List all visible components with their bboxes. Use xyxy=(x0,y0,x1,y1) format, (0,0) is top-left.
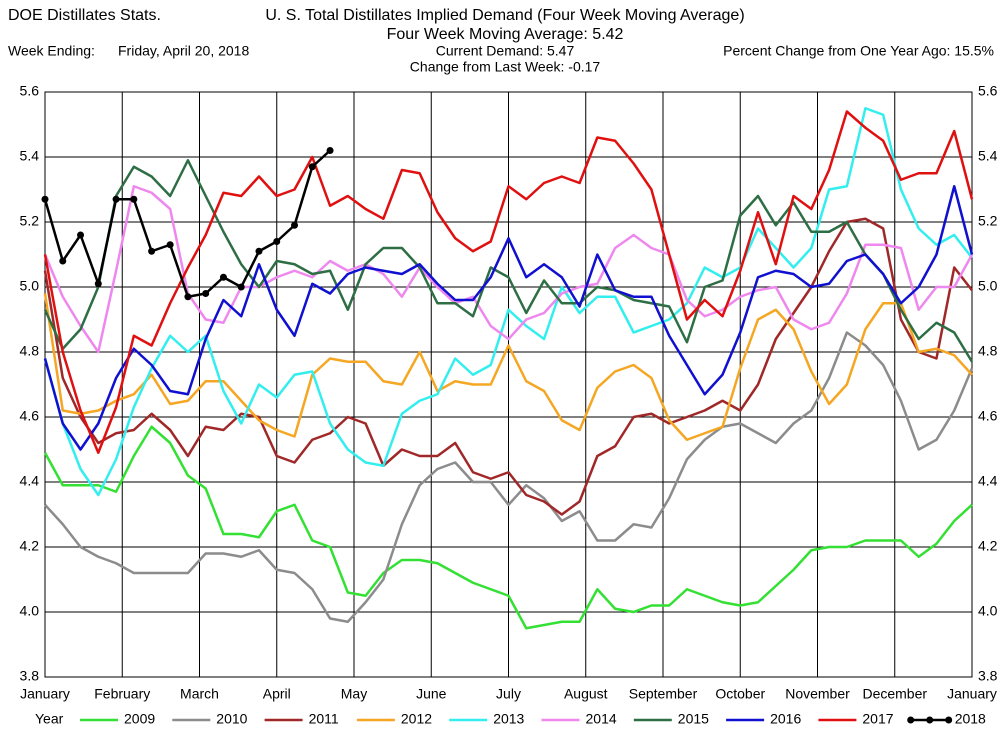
y2-tick-label: 4.2 xyxy=(978,538,998,554)
y-tick-label: 4.2 xyxy=(20,538,40,554)
y-tick-label: 4.8 xyxy=(20,343,40,359)
week-ending-label: Week Ending: xyxy=(8,43,95,59)
series-marker xyxy=(59,257,67,265)
legend-marker xyxy=(926,716,934,724)
y2-tick-label: 5.6 xyxy=(978,83,998,99)
x-tick-label: July xyxy=(496,686,521,702)
x-tick-label: January xyxy=(20,686,70,702)
series-marker xyxy=(94,280,102,288)
legend-label: 2015 xyxy=(678,711,709,727)
y2-tick-label: 5.2 xyxy=(978,213,998,229)
series-marker xyxy=(41,195,49,203)
series-line xyxy=(43,107,973,497)
chart-subtitle: Four Week Moving Average: 5.42 xyxy=(387,26,624,43)
series-marker xyxy=(273,238,281,245)
x-tick-label: April xyxy=(263,686,291,702)
series-line xyxy=(43,185,974,354)
y2-tick-label: 4.4 xyxy=(978,473,998,489)
source: DOE Distillates Stats. xyxy=(8,7,161,24)
legend-label: 2011 xyxy=(309,711,339,727)
series-line xyxy=(43,425,973,630)
x-tick-label: May xyxy=(341,686,367,702)
x-tick-label: January xyxy=(947,686,997,702)
week-ending: Friday, April 20, 2018 xyxy=(118,43,249,59)
series-marker xyxy=(308,163,316,171)
y2-tick-label: 3.8 xyxy=(978,668,998,684)
series-marker xyxy=(112,195,120,203)
y2-tick-label: 5.4 xyxy=(978,148,998,164)
series-line xyxy=(43,293,973,441)
x-tick-label: August xyxy=(564,686,608,702)
legend-label: 2010 xyxy=(216,711,247,727)
y-tick-label: 4.4 xyxy=(20,473,40,489)
y-tick-label: 5.0 xyxy=(20,278,40,294)
series-marker xyxy=(202,290,210,297)
series-marker xyxy=(255,247,263,255)
legend-marker xyxy=(945,716,953,724)
series-line xyxy=(43,185,974,451)
legend-label: 2014 xyxy=(586,711,617,727)
x-tick-label: October xyxy=(715,686,765,702)
series-marker xyxy=(148,247,156,255)
y-tick-label: 5.4 xyxy=(20,148,40,164)
percent-change: Percent Change from One Year Ago: 15.5% xyxy=(723,43,994,59)
legend-label: 2018 xyxy=(955,711,986,727)
series-line xyxy=(43,149,331,298)
y-tick-label: 4.6 xyxy=(20,408,40,424)
x-tick-label: December xyxy=(862,686,927,702)
series-line xyxy=(43,217,973,516)
series-marker xyxy=(237,283,245,291)
y-tick-label: 3.8 xyxy=(20,668,40,684)
series-marker xyxy=(130,195,138,203)
legend-label: 2012 xyxy=(401,711,432,727)
series-line xyxy=(43,110,974,454)
x-tick-label: February xyxy=(94,686,150,702)
chart-title: U. S. Total Distillates Implied Demand (… xyxy=(265,7,744,24)
legend-label: 2017 xyxy=(862,711,893,727)
series-marker xyxy=(219,273,227,281)
legend-label: 2016 xyxy=(770,711,801,727)
y2-tick-label: 4.0 xyxy=(978,603,998,619)
x-tick-label: June xyxy=(416,686,447,702)
x-tick-label: November xyxy=(785,686,850,702)
change: Change from Last Week: -0.17 xyxy=(410,59,601,75)
series-line xyxy=(44,331,974,623)
series-marker xyxy=(184,293,192,301)
y2-tick-label: 4.6 xyxy=(978,408,998,424)
y-tick-label: 5.2 xyxy=(20,213,40,229)
series-line xyxy=(43,159,974,363)
series-marker xyxy=(326,147,334,154)
x-tick-label: March xyxy=(180,686,219,702)
legend-label: 2013 xyxy=(493,711,524,727)
series-marker xyxy=(291,221,299,229)
y-tick-label: 4.0 xyxy=(20,603,40,619)
legend-label: 2009 xyxy=(124,711,155,727)
y-tick-label: 5.6 xyxy=(20,83,40,99)
x-tick-label: September xyxy=(629,686,698,702)
series-marker xyxy=(166,241,174,249)
legend-title: Year xyxy=(35,711,64,727)
current-demand: Current Demand: 5.47 xyxy=(436,43,575,59)
legend-marker xyxy=(907,716,915,724)
series-marker xyxy=(77,231,85,239)
plot-border xyxy=(44,91,973,678)
y2-tick-label: 4.8 xyxy=(978,343,998,359)
y2-tick-label: 5.0 xyxy=(978,278,998,294)
